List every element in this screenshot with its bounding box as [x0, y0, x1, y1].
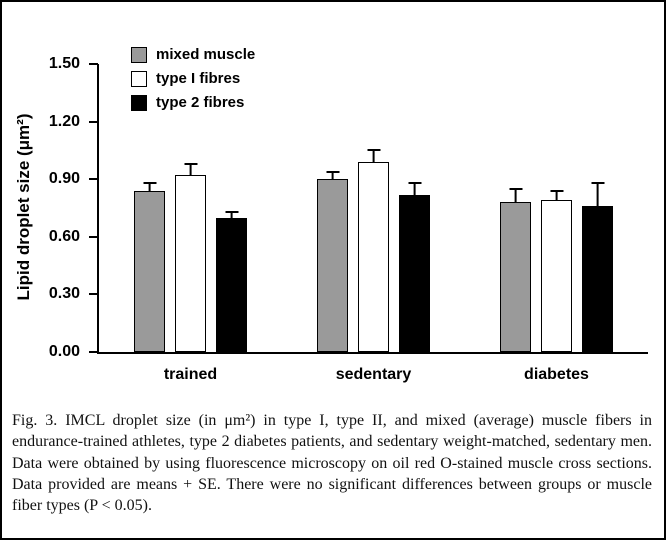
bar-group: trained — [129, 162, 252, 383]
error-bar-line — [413, 182, 416, 196]
y-tick-label: 0.30 — [48, 285, 80, 303]
bar-type-I-fibres — [541, 189, 572, 352]
x-category-label: diabetes — [524, 366, 589, 383]
y-tick-mark — [89, 120, 98, 123]
x-category-label: trained — [163, 366, 218, 383]
error-bar — [225, 210, 238, 219]
error-bar — [184, 162, 197, 177]
error-bar — [509, 187, 522, 204]
y-tick-label: 0.60 — [48, 227, 80, 245]
bar-chart: Lipid droplet size (μm²) 0.00 0.30 0.60 0.9… — [2, 2, 664, 398]
bar-mixed-muscle — [134, 182, 165, 352]
error-bar — [408, 182, 421, 196]
error-bar-line — [230, 210, 233, 219]
y-tick-label: 1.50 — [48, 55, 80, 72]
bar-mixed-muscle — [500, 187, 531, 352]
y-tick-mark — [89, 178, 98, 181]
y-tick-label: 0.00 — [48, 343, 80, 360]
error-bar-line — [555, 189, 558, 202]
bar-type-I-fibres — [175, 162, 206, 352]
plot-area: mixed muscle type I fibres type 2 fibres t… — [89, 46, 648, 383]
x-category-label: sedentary — [335, 366, 412, 383]
legend-item: type I fibres — [131, 70, 255, 87]
y-axis-ticks: 0.00 0.30 0.60 0.90 1.20 1.50 — [2, 55, 94, 360]
bar-type-2-fibres — [399, 182, 430, 352]
y-tick-mark — [89, 351, 98, 353]
legend-swatch — [131, 70, 147, 87]
error-bar — [367, 149, 380, 163]
legend: mixed muscle type I fibres type 2 fibres — [131, 46, 255, 111]
error-bar-line — [372, 149, 375, 163]
legend-swatch — [131, 94, 147, 111]
y-tick-mark — [89, 293, 98, 296]
bar-type-2-fibres — [582, 182, 613, 352]
legend-item: type 2 fibres — [131, 94, 255, 111]
bar-type-2-fibres — [216, 210, 247, 352]
figure-caption: Fig. 3. IMCL droplet size (in μm²) in ty… — [12, 412, 652, 515]
error-bar-line — [189, 162, 192, 177]
y-tick-mark — [89, 235, 98, 238]
bar-mixed-muscle — [317, 170, 348, 352]
error-bar — [550, 189, 563, 202]
error-bar-line — [148, 182, 151, 192]
error-bar — [143, 182, 156, 192]
error-bar-line — [514, 187, 517, 204]
bar-group: sedentary — [312, 149, 435, 383]
legend-label: type 2 fibres — [156, 94, 245, 111]
legend-swatch — [131, 46, 147, 63]
error-bar-line — [596, 182, 599, 208]
y-tick-mark — [89, 63, 98, 65]
legend-label: mixed muscle — [156, 46, 256, 63]
y-tick-label: 1.20 — [48, 112, 80, 130]
error-bar-line — [331, 170, 334, 181]
bar-group: diabetes — [495, 182, 618, 383]
bar-type-I-fibres — [358, 149, 389, 352]
error-bar — [591, 182, 604, 208]
y-tick-label: 0.90 — [48, 170, 80, 188]
error-bar — [326, 170, 339, 181]
legend-label: type I fibres — [156, 70, 241, 87]
legend-item: mixed muscle — [131, 46, 255, 63]
